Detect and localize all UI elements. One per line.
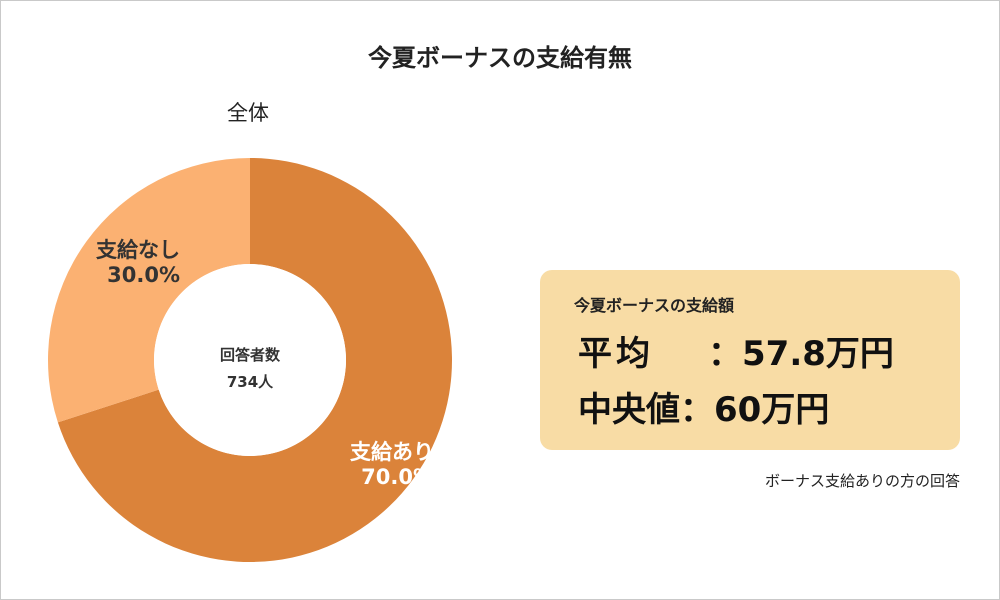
donut-slice-no-bonus: [47, 158, 250, 423]
donut-center-text: 回答者数 734人: [190, 342, 310, 396]
footnote: ボーナス支給ありの方の回答: [764, 472, 960, 490]
respondent-count-value: 734人: [226, 373, 274, 391]
slice-label-no-bonus: 支給なし 30.0%: [78, 238, 180, 288]
bonus-amount-heading: 今夏ボーナスの支給額: [574, 296, 735, 315]
average-value: ：57.8万円: [708, 334, 894, 374]
slice-label-bonus-name: 支給あり: [350, 440, 434, 464]
chart-title: 今夏ボーナスの支給有無: [368, 44, 632, 72]
donut-slice-bonus: [57, 158, 452, 562]
respondent-count-label: 回答者数: [219, 346, 280, 364]
average-row: 平均 ：57.8万円: [578, 326, 894, 375]
median-label: 中央値: [578, 390, 680, 430]
average-label: 平均: [578, 334, 654, 374]
bonus-amount-card: 今夏ボーナスの支給額 平均 ：57.8万円 中央値 ：60万円: [540, 270, 960, 450]
slice-label-no-bonus-name: 支給なし: [96, 238, 180, 262]
slice-label-bonus: 支給あり 70.0%: [330, 440, 434, 490]
slice-label-no-bonus-value: 30.0%: [107, 263, 180, 287]
median-value: ：60万円: [680, 390, 830, 430]
median-row: 中央値 ：60万円: [578, 382, 829, 431]
donut-hole: [154, 264, 346, 456]
chart-subtitle: 全体: [227, 101, 269, 125]
slice-label-bonus-value: 70.0%: [361, 465, 434, 489]
